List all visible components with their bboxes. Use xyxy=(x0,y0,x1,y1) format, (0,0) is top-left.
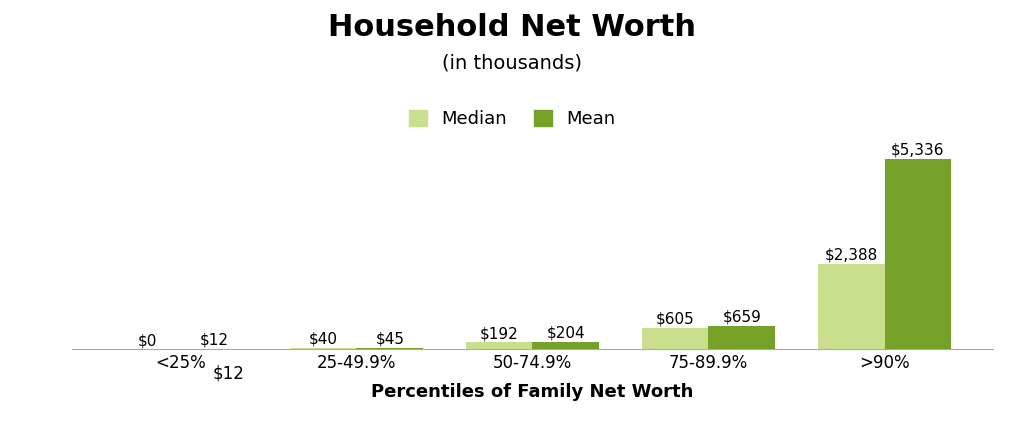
Bar xyxy=(356,348,423,349)
Text: $605: $605 xyxy=(655,312,694,327)
Text: $204: $204 xyxy=(547,326,586,341)
Bar xyxy=(532,342,599,349)
Text: $40: $40 xyxy=(308,332,338,347)
Text: $5,336: $5,336 xyxy=(891,143,945,158)
Bar xyxy=(466,343,532,349)
Bar xyxy=(709,326,775,349)
Text: $2,388: $2,388 xyxy=(824,248,878,263)
Bar xyxy=(817,264,885,349)
Bar xyxy=(885,158,951,349)
Bar xyxy=(290,348,356,349)
Text: $0: $0 xyxy=(137,333,157,348)
Text: $12: $12 xyxy=(212,364,244,382)
Legend: Median, Mean: Median, Mean xyxy=(401,103,623,135)
Text: $659: $659 xyxy=(723,310,762,325)
X-axis label: Percentiles of Family Net Worth: Percentiles of Family Net Worth xyxy=(372,383,693,401)
Text: $192: $192 xyxy=(479,326,518,341)
Text: (in thousands): (in thousands) xyxy=(442,53,582,72)
Text: $45: $45 xyxy=(376,331,404,347)
Text: Household Net Worth: Household Net Worth xyxy=(328,13,696,42)
Text: $12: $12 xyxy=(200,333,228,348)
Bar xyxy=(642,328,709,349)
